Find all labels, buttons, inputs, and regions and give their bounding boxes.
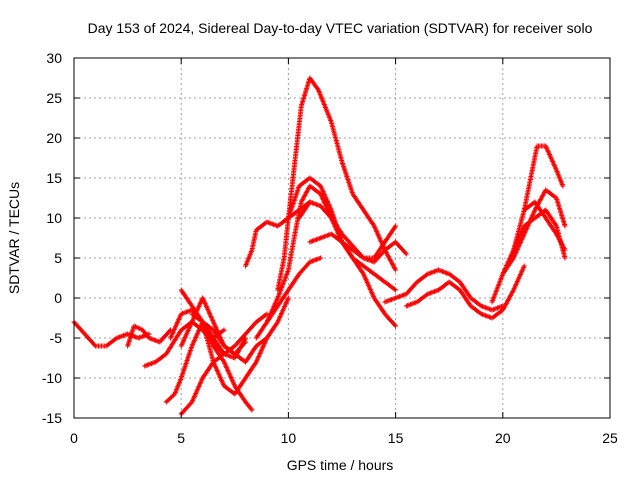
x-tick-label: 0 [70, 430, 78, 446]
series-arc-1 [71, 319, 152, 349]
series-arc-23 [521, 199, 568, 253]
data-point [562, 247, 568, 253]
data-point [91, 342, 97, 348]
x-tick-label: 15 [388, 430, 404, 446]
data-point [221, 327, 227, 333]
data-point [392, 322, 398, 328]
y-tick-label: 30 [46, 50, 62, 66]
data-point [285, 295, 291, 301]
y-tick-label: 10 [46, 210, 62, 226]
data-point [521, 263, 527, 269]
plot-frame [73, 57, 611, 419]
x-tick-label: 20 [495, 430, 511, 446]
x-axis-title: GPS time / hours [287, 457, 394, 473]
x-tick-label: 5 [177, 430, 185, 446]
series-arc-16 [307, 231, 409, 265]
series-arc-10 [178, 295, 291, 365]
y-tick-label: -5 [50, 330, 63, 346]
y-tick-label: 25 [46, 90, 62, 106]
chart-title: Day 153 of 2024, Sidereal Day-to-day VTE… [88, 20, 593, 36]
series-arc-19 [403, 263, 527, 321]
data-point [243, 335, 249, 341]
series-arc-18 [382, 267, 506, 313]
x-tick-label: 25 [602, 430, 618, 446]
data-point [562, 223, 568, 229]
data-point [562, 255, 568, 261]
data-point [249, 407, 255, 413]
y-tick-label: 15 [46, 170, 62, 186]
series-arc-2 [125, 323, 173, 349]
x-tick-label: 10 [281, 430, 297, 446]
y-tick-label: -10 [42, 370, 62, 386]
y-tick-label: 20 [46, 130, 62, 146]
data-point [248, 406, 254, 412]
data-point [402, 250, 408, 256]
data-point [393, 287, 399, 293]
series-arc-20 [489, 143, 566, 305]
y-tick-label: 5 [54, 250, 62, 266]
data-point [359, 254, 365, 260]
data-point [393, 323, 399, 329]
data-point [393, 267, 399, 273]
y-tick-label: -15 [42, 410, 62, 426]
data-point [318, 255, 324, 261]
axis-ticks: 0 5 10 15 20 25 -15 -10 -5 0 5 10 15 20 25 30 [42, 50, 618, 446]
y-axis-title: SDTVAR / TECUs [6, 182, 22, 294]
data-point [188, 400, 194, 406]
y-tick-label: 0 [54, 290, 62, 306]
series-arc-22 [511, 207, 568, 261]
data-point [403, 251, 409, 257]
series-arc-17 [296, 199, 399, 261]
data-point [393, 223, 399, 229]
data-series [71, 75, 568, 417]
series-arc-9 [200, 319, 270, 397]
series-arc-14 [275, 75, 399, 293]
series-arc-8 [189, 311, 255, 413]
data-point [560, 183, 566, 189]
